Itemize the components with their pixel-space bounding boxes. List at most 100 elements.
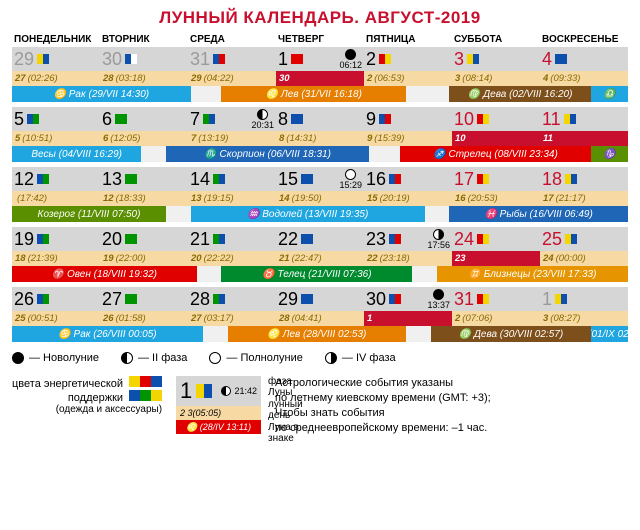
lunar-day-num: 20 [191, 253, 202, 264]
day-cell: 720:317(13:19) [188, 107, 276, 146]
day-cell: 12(17:42) [12, 167, 100, 206]
day-number: 15 [278, 169, 298, 190]
day-cell: 2927(02:26) [12, 47, 100, 86]
lunar-day-num: 28 [279, 313, 290, 324]
day-number: 31 [454, 289, 474, 310]
day-cell: 33(08:14) [452, 47, 540, 86]
zodiac-segment: ♊ Близнецы (23/VIII 17:33) [437, 266, 628, 282]
energy-square [571, 174, 577, 184]
lunar-day-num: 19 [103, 253, 114, 264]
lunar-day-num: 13 [191, 193, 202, 204]
lunar-day-num: 27 [191, 313, 202, 324]
moon-phase-icon [345, 49, 356, 60]
zodiac-segment: ♌ Лев (31/VII 16:18) [221, 86, 406, 102]
phase-legend-item: — II фаза [121, 352, 187, 364]
phase-time: 06:12 [339, 60, 362, 70]
zodiac-segment: ♒ Водолей (13/VIII 19:35) [191, 206, 425, 222]
energy-square [395, 234, 401, 244]
energy-square [561, 54, 567, 64]
day-number: 26 [14, 289, 34, 310]
energy-square [307, 174, 313, 184]
phase-icon [12, 352, 24, 364]
zodiac-segment [141, 146, 166, 162]
lunar-day-time: (03:17) [204, 313, 234, 324]
dow-label: ПОНЕДЕЛЬНИК [12, 34, 100, 45]
energy-square [571, 234, 577, 244]
day-number: 3 [454, 49, 464, 70]
lunar-day-num: 16 [455, 193, 466, 204]
day-cell: 44(09:33) [540, 47, 628, 86]
energy-label-2: поддержки [68, 392, 123, 404]
zodiac-segment [412, 266, 437, 282]
energy-square [131, 234, 137, 244]
lunar-day-num: 12 [103, 193, 114, 204]
energy-square [43, 234, 49, 244]
day-cell: 1010 [452, 107, 540, 146]
day-number: 9 [366, 109, 376, 130]
day-cell: 55(10:51) [12, 107, 100, 146]
day-cell: 66(12:05) [100, 107, 188, 146]
zodiac-segment: ♓ Рыбы (16/VIII 06:49) [449, 206, 628, 222]
day-number: 30 [366, 289, 386, 310]
moon-phase-icon [433, 229, 444, 240]
lunar-day-num: 3 [455, 73, 460, 84]
lunar-day-num: 24 [543, 253, 554, 264]
lunar-day-time: (02:26) [28, 73, 58, 84]
zodiac-segment [191, 86, 222, 102]
lunar-day-num: 9 [367, 133, 372, 144]
zodiac-segment: Козерог (11/VIII 07:50) [12, 206, 166, 222]
day-number: 25 [542, 229, 562, 250]
energy-square [219, 294, 225, 304]
energy-square [307, 234, 313, 244]
dow-label: ВОСКРЕСЕНЬЕ [540, 34, 628, 45]
dow-label: ВТОРНИК [100, 34, 188, 45]
energy-square [483, 174, 489, 184]
energy-square [131, 294, 137, 304]
energy-colors-legend: цвета энергетической поддержки (одежда и… [12, 376, 162, 435]
lunar-day-time: (12:05) [110, 133, 140, 144]
moon-phase-icon [433, 289, 444, 300]
day-number: 23 [366, 229, 386, 250]
lunar-day-time: (21:17) [556, 193, 586, 204]
lbl-zodiac: Луна в знаке [268, 422, 303, 444]
day-cell: 1111 [540, 107, 628, 146]
energy-square [33, 114, 39, 124]
day-number: 13 [102, 169, 122, 190]
energy-square [129, 376, 140, 387]
day-number: 4 [542, 49, 552, 70]
energy-square [131, 54, 137, 64]
lbl-lunar-day: лунный день [268, 399, 303, 421]
lunar-day-time: (20:19) [380, 193, 410, 204]
lunar-day-time: (18:33) [116, 193, 146, 204]
zodiac-segment: ♏ Скорпион (06/VIII 18:31) [166, 146, 369, 162]
phase-time: 15:29 [339, 180, 362, 190]
dow-label: ЧЕТВЕРГ [276, 34, 364, 45]
day-number: 16 [366, 169, 386, 190]
day-number: 1 [542, 289, 552, 310]
day-cell: 88(14:31) [276, 107, 364, 146]
day-cell: 2019(22:00) [100, 227, 188, 266]
energy-square [219, 174, 225, 184]
phase-time: 17:56 [427, 240, 450, 250]
day-cell: 3013:371 [364, 287, 452, 326]
tz-l3: Чтобы знать события [275, 406, 491, 421]
phase-label: — IV фаза [342, 352, 396, 364]
zodiac-segment: ♐ Стрелец (08/VIII 23:34) [400, 146, 591, 162]
zodiac-segment [425, 206, 450, 222]
day-number: 27 [102, 289, 122, 310]
lunar-day-time: (21:39) [28, 253, 58, 264]
phase-icon [121, 352, 133, 364]
lunar-day-num: 1 [367, 313, 372, 324]
day-number: 17 [454, 169, 474, 190]
lunar-day-time: (01:58) [116, 313, 146, 324]
lunar-day-time: (08:14) [462, 73, 492, 84]
energy-square [196, 384, 204, 398]
energy-square [209, 114, 215, 124]
energy-square [297, 114, 303, 124]
day-number: 8 [278, 109, 288, 130]
energy-label-1: цвета энергетической [12, 378, 123, 390]
phase-legend-item: — IV фаза [325, 352, 396, 364]
day-number: 7 [190, 109, 200, 130]
energy-square [140, 376, 151, 387]
tz-l1: Астрологические события указаны [275, 376, 491, 391]
